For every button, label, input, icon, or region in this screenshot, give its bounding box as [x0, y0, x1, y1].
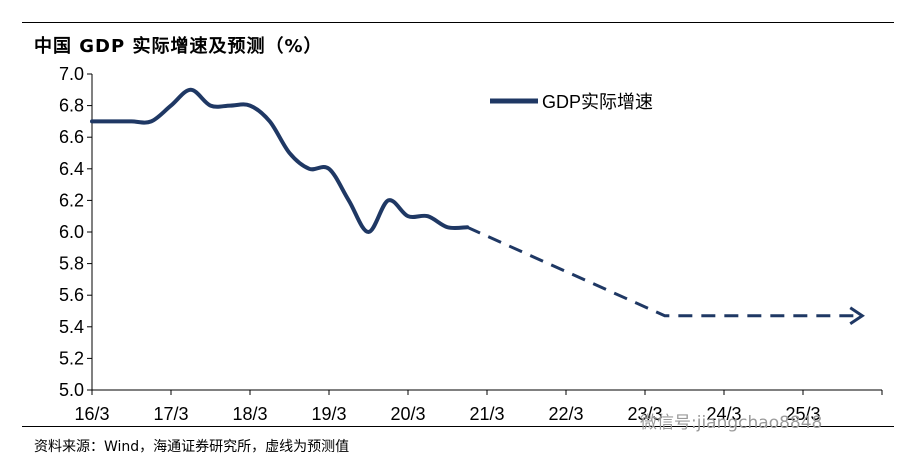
x-tick-label: 21/3: [469, 404, 504, 424]
legend-label: GDP实际增速: [542, 92, 653, 112]
x-tick-label: 20/3: [390, 404, 425, 424]
y-tick-label: 6.2: [59, 190, 84, 210]
y-tick-label: 5.4: [59, 317, 84, 337]
series-line-actual: [90, 87, 470, 234]
x-tick-label: 19/3: [311, 404, 346, 424]
x-tick-label: 18/3: [232, 404, 267, 424]
y-tick-label: 5.8: [59, 254, 84, 274]
x-tick-label: 22/3: [548, 404, 583, 424]
y-tick-label: 6.8: [59, 96, 84, 116]
chart-title: 中国 GDP 实际增速及预测（%）: [34, 36, 323, 57]
forecast-arrowhead: [849, 306, 865, 325]
y-tick-label: 5.0: [59, 380, 84, 400]
top-rule: [22, 22, 894, 23]
bottom-rule: [22, 426, 894, 427]
y-tick-label: 6.0: [59, 222, 84, 242]
y-tick-label: 7.0: [59, 64, 84, 84]
series-line-forecast: [466, 225, 863, 318]
y-tick-label: 5.2: [59, 348, 84, 368]
y-tick-label: 5.6: [59, 285, 84, 305]
y-tick-label: 6.6: [59, 127, 84, 147]
x-tick-label: 24/3: [706, 404, 741, 424]
source-note: 资料来源：Wind，海通证券研究所，虚线为预测值: [34, 439, 350, 455]
watermark-text: 微信号:jiangchao8848: [640, 413, 823, 433]
x-tick-label: 17/3: [153, 404, 188, 424]
x-tick-label: 23/3: [627, 404, 662, 424]
x-tick-label: 25/3: [785, 404, 820, 424]
x-tick-label: 16/3: [74, 404, 109, 424]
y-tick-label: 6.4: [59, 159, 84, 179]
